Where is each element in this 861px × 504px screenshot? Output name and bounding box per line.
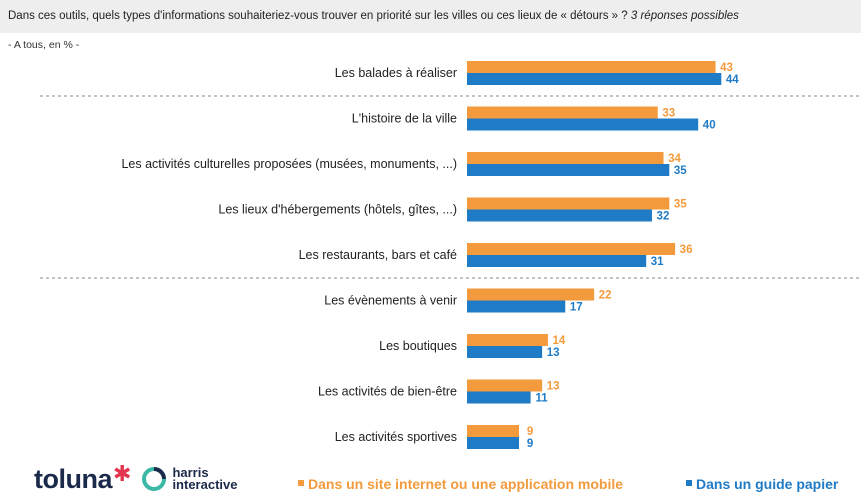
data-label-web: 22 bbox=[599, 290, 612, 302]
legend-item-web: Dans un site internet ou une application… bbox=[298, 476, 623, 492]
category-label: Les lieux d'hébergements (hôtels, gîtes,… bbox=[218, 203, 457, 217]
category-label: L'histoire de la ville bbox=[352, 112, 457, 126]
data-label-paper: 35 bbox=[674, 165, 687, 177]
harris-interactive-logo: harris interactive bbox=[172, 465, 238, 492]
category-label: Les activités culturelles proposées (mus… bbox=[121, 157, 457, 171]
bar-web bbox=[467, 425, 520, 437]
data-label-web: 35 bbox=[674, 199, 687, 211]
toluna-logo: toluna bbox=[34, 463, 113, 494]
legend-web-swatch-icon bbox=[298, 480, 304, 486]
category-label: Les boutiques bbox=[379, 339, 457, 353]
bar-paper bbox=[467, 209, 652, 222]
data-label-web: 14 bbox=[553, 335, 566, 347]
data-label-web: 34 bbox=[668, 153, 681, 165]
bar-paper bbox=[467, 118, 699, 131]
bar-web bbox=[467, 379, 543, 392]
category-label: Les activités de bien-être bbox=[318, 385, 457, 399]
harris-logo-line1: harris bbox=[172, 465, 209, 480]
data-label-paper: 13 bbox=[547, 347, 560, 359]
data-label-paper: 31 bbox=[651, 256, 664, 268]
bar-paper bbox=[467, 255, 647, 267]
question-header: Dans ces outils, quels types d'informati… bbox=[0, 0, 861, 33]
category-label: Les restaurants, bars et café bbox=[299, 248, 457, 262]
legend-paper-label: Dans un guide papier bbox=[696, 476, 839, 492]
data-label-paper: 44 bbox=[726, 74, 739, 86]
bar-paper bbox=[467, 437, 520, 449]
bar-web bbox=[467, 152, 664, 164]
data-label-web: 13 bbox=[547, 381, 560, 393]
harris-ring-icon bbox=[142, 467, 167, 491]
data-label-web: 36 bbox=[680, 244, 693, 256]
category-label: Les évènements à venir bbox=[324, 294, 457, 308]
data-label-web: 43 bbox=[720, 62, 733, 74]
data-label-paper: 11 bbox=[535, 393, 548, 405]
bar-web bbox=[467, 61, 716, 73]
data-label-paper: 32 bbox=[657, 211, 670, 223]
legend-item-paper: Dans un guide papier bbox=[686, 476, 838, 492]
bar-paper bbox=[467, 300, 566, 313]
data-label-paper: 17 bbox=[570, 302, 583, 314]
data-label-paper: 40 bbox=[703, 120, 716, 132]
data-label-web: 33 bbox=[662, 108, 675, 120]
bar-web bbox=[467, 334, 548, 346]
bar-paper bbox=[467, 391, 531, 404]
category-label: Les balades à réaliser bbox=[335, 66, 457, 80]
bar-web bbox=[467, 243, 676, 255]
question-text: Dans ces outils, quels types d'informati… bbox=[8, 10, 628, 22]
harris-logo-line2: interactive bbox=[172, 477, 238, 492]
bar-paper bbox=[467, 164, 670, 176]
base-subtitle: - A tous, en % - bbox=[8, 39, 80, 51]
legend-paper-swatch-icon bbox=[686, 480, 692, 486]
toluna-asterisk-icon: ✱ bbox=[113, 461, 132, 486]
question-note: 3 réponses possibles bbox=[630, 10, 739, 22]
legend-web-label: Dans un site internet ou une application… bbox=[308, 476, 624, 492]
bar-web bbox=[467, 106, 658, 119]
brand-logos: toluna ✱ harris interactive bbox=[34, 461, 238, 496]
bar-web bbox=[467, 197, 670, 210]
bar-web bbox=[467, 288, 595, 301]
category-label: Les activités sportives bbox=[335, 430, 457, 444]
data-label-paper: 9 bbox=[527, 438, 533, 450]
bar-paper bbox=[467, 346, 543, 358]
bar-paper bbox=[467, 73, 722, 85]
data-label-web: 9 bbox=[527, 426, 533, 438]
